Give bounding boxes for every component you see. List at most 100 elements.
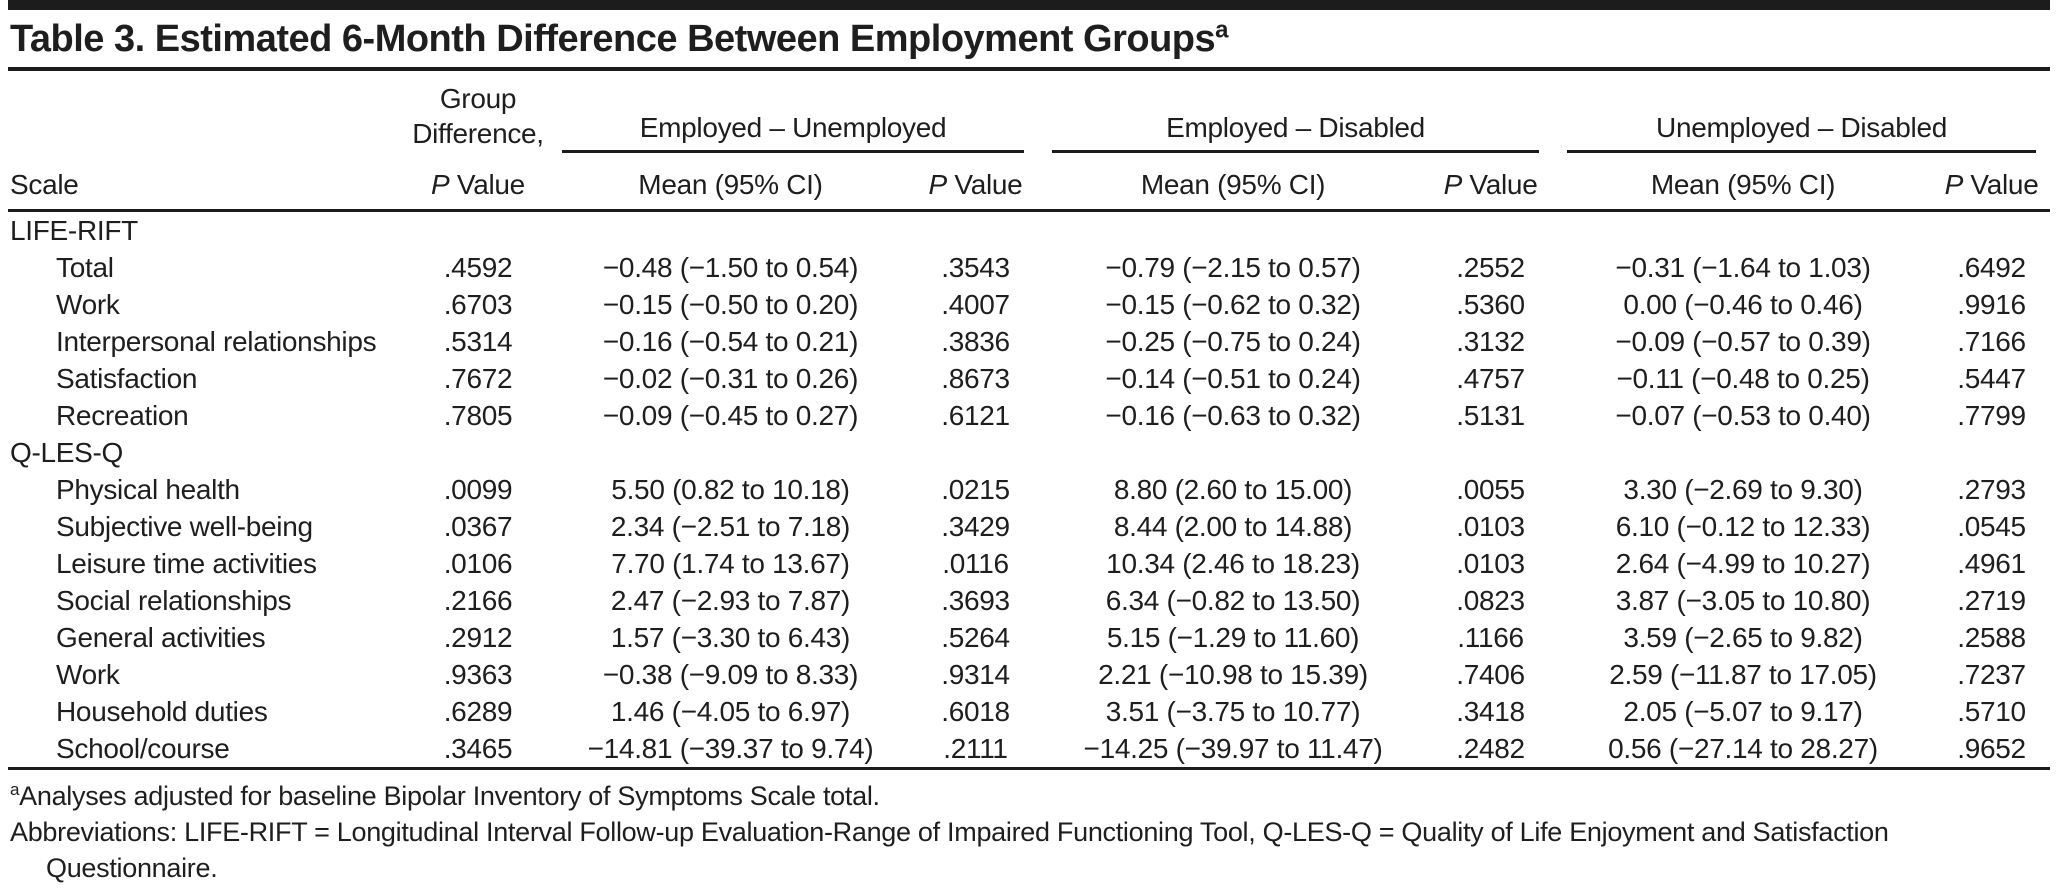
cell-value: −0.31 (−1.64 to 1.03) (1615, 252, 1871, 283)
section-label: LIFE-RIFT (10, 215, 138, 246)
cell-value: .7406 (1456, 659, 1525, 690)
footnote: Abbreviations: LIFE-RIFT = Longitudinal … (10, 814, 2050, 886)
cell-value: 3.51 (−3.75 to 10.77) (1105, 696, 1361, 727)
table-row: Social relationships .2166 2.47 (−2.93 to … (8, 582, 2050, 619)
table-row: Interpersonal relationships .5314 −0.16 (−… (8, 323, 2050, 360)
cell-value: .9916 (1957, 289, 2026, 320)
table-row: Physical health .0099 5.50 (0.82 to 10.18)… (8, 471, 2050, 508)
cell-value: .3418 (1456, 696, 1525, 727)
cell-value: 0.56 (−27.14 to 28.27) (1608, 733, 1878, 764)
group-difference-line2: Difference, (412, 118, 544, 149)
cell-value: .7237 (1957, 659, 2026, 690)
table-title: Table 3. Estimated 6-Month Difference Be… (8, 10, 2050, 71)
cell-scale: Household duties (56, 696, 268, 727)
cell-value: .0367 (443, 511, 513, 542)
column-header-ed-p: P Value (1428, 153, 1554, 212)
scale-column-spacer (8, 71, 408, 153)
cell-value: 2.47 (−2.93 to 7.87) (610, 585, 851, 616)
cell-scale: Interpersonal relationships (56, 326, 377, 357)
cell-value: −0.48 (−1.50 to 0.54) (602, 252, 859, 283)
cell-value: .2482 (1456, 733, 1525, 764)
table-row: Work .6703 −0.15 (−0.50 to 0.20) .4007 −0.15… (8, 286, 2050, 323)
footnote-text: Abbreviations: LIFE-RIFT = Longitudinal … (10, 817, 1889, 883)
cell-value: .0823 (1456, 585, 1525, 616)
results-table: Group Difference, Employed – Unemployed … (8, 71, 2051, 770)
cell-value: .0106 (443, 548, 513, 579)
cell-scale: Work (56, 289, 120, 320)
top-rule (8, 0, 2050, 10)
cell-value: .7166 (1957, 326, 2026, 357)
cell-value: −14.81 (−39.37 to 9.74) (587, 733, 874, 764)
table-body: LIFE-RIFT Total .4592 −0.48 (−1.50 to 0.54)… (8, 211, 2051, 769)
cell-value: 2.64 (−4.99 to 10.27) (1615, 548, 1871, 579)
cell-value: .0103 (1456, 511, 1525, 542)
table-row: Recreation .7805 −0.09 (−0.45 to 0.27) .612… (8, 397, 2050, 434)
cell-value: 8.80 (2.60 to 15.00) (1113, 474, 1353, 505)
cell-value: .9652 (1957, 733, 2026, 764)
cell-scale: Social relationships (56, 585, 292, 616)
cell-value: 3.87 (−3.05 to 10.80) (1615, 585, 1871, 616)
cell-value: .5131 (1456, 400, 1525, 431)
cell-value: −0.09 (−0.45 to 0.27) (602, 400, 859, 431)
column-header-ud-p: P Value (1933, 153, 2051, 212)
cell-value: 6.10 (−0.12 to 12.33) (1615, 511, 1871, 542)
cell-value: 1.57 (−3.30 to 6.43) (610, 622, 851, 653)
cell-value: −0.02 (−0.31 to 0.26) (602, 363, 859, 394)
section-label: Q-LES-Q (10, 437, 124, 468)
cell-value: −0.15 (−0.50 to 0.20) (602, 289, 859, 320)
table-row: Leisure time activities .0106 7.70 (1.74 t… (8, 545, 2050, 582)
table-row: Work .9363 −0.38 (−9.09 to 8.33) .9314 2.21 … (8, 656, 2050, 693)
section-header-row: Q-LES-Q (8, 434, 2050, 471)
cell-value: .2552 (1456, 252, 1525, 283)
table-header: Group Difference, Employed – Unemployed … (8, 71, 2051, 212)
cell-value: .0103 (1456, 548, 1525, 579)
cell-value: .6018 (941, 696, 1010, 727)
cell-value: −0.15 (−0.62 to 0.32) (1105, 289, 1361, 320)
table-row: School/course .3465 −14.81 (−39.37 to 9.74… (8, 730, 2050, 769)
cell-value: .0215 (941, 474, 1010, 505)
group-difference-line1: Group (439, 83, 517, 114)
cell-value: .2111 (943, 733, 1008, 764)
title-footnote-marker: a (1215, 16, 1228, 44)
cell-value: .3132 (1456, 326, 1525, 357)
cell-value: 3.30 (−2.69 to 9.30) (1623, 474, 1863, 505)
cell-scale: Satisfaction (56, 363, 198, 394)
table-title-text: Table 3. Estimated 6-Month Difference Be… (10, 18, 1216, 60)
cell-value: 3.59 (−2.65 to 9.82) (1623, 622, 1863, 653)
cell-value: .0545 (1957, 511, 2026, 542)
cell-value: .3836 (941, 326, 1010, 357)
cell-value: −0.14 (−0.51 to 0.24) (1105, 363, 1361, 394)
cell-value: .9363 (443, 659, 513, 690)
cell-value: .9314 (941, 659, 1010, 690)
cell-value: 2.05 (−5.07 to 9.17) (1623, 696, 1863, 727)
subheader-row: Scale P Value Mean (95% CI) P Value Mean… (8, 153, 2051, 212)
cell-value: .3543 (941, 252, 1010, 283)
column-header-ud-mean: Mean (95% CI) (1553, 153, 1934, 212)
cell-value: 5.50 (0.82 to 10.18) (611, 474, 850, 505)
footnote-text: Analyses adjusted for baseline Bipolar I… (19, 781, 880, 811)
cell-value: −14.25 (−39.97 to 11.47) (1083, 733, 1383, 764)
cell-scale: Recreation (56, 400, 189, 431)
cell-value: .2912 (443, 622, 513, 653)
cell-value: .0099 (443, 474, 513, 505)
cell-value: −0.11 (−0.48 to 0.25) (1616, 363, 1870, 394)
cell-value: 2.34 (−2.51 to 7.18) (610, 511, 851, 542)
cell-value: .6492 (1957, 252, 2026, 283)
cell-value: .8673 (941, 363, 1010, 394)
cell-value: .7799 (1957, 400, 2026, 431)
cell-value: .5360 (1456, 289, 1525, 320)
cell-value: .7805 (443, 400, 513, 431)
cell-value: .1166 (1457, 622, 1524, 653)
cell-value: .6121 (941, 400, 1010, 431)
cell-value: −0.79 (−2.15 to 0.57) (1105, 252, 1361, 283)
footnote: aAnalyses adjusted for baseline Bipolar … (10, 778, 2050, 814)
cell-value: .0055 (1456, 474, 1525, 505)
table-row: Subjective well-being .0367 2.34 (−2.51 to… (8, 508, 2050, 545)
table-row: Satisfaction .7672 −0.02 (−0.31 to 0.26) .8… (8, 360, 2050, 397)
cell-scale: Physical health (56, 474, 240, 505)
cell-value: .3465 (443, 733, 513, 764)
column-header-eu-p: P Value (913, 153, 1039, 212)
cell-value: .6289 (443, 696, 513, 727)
cell-value: .2793 (1957, 474, 2026, 505)
